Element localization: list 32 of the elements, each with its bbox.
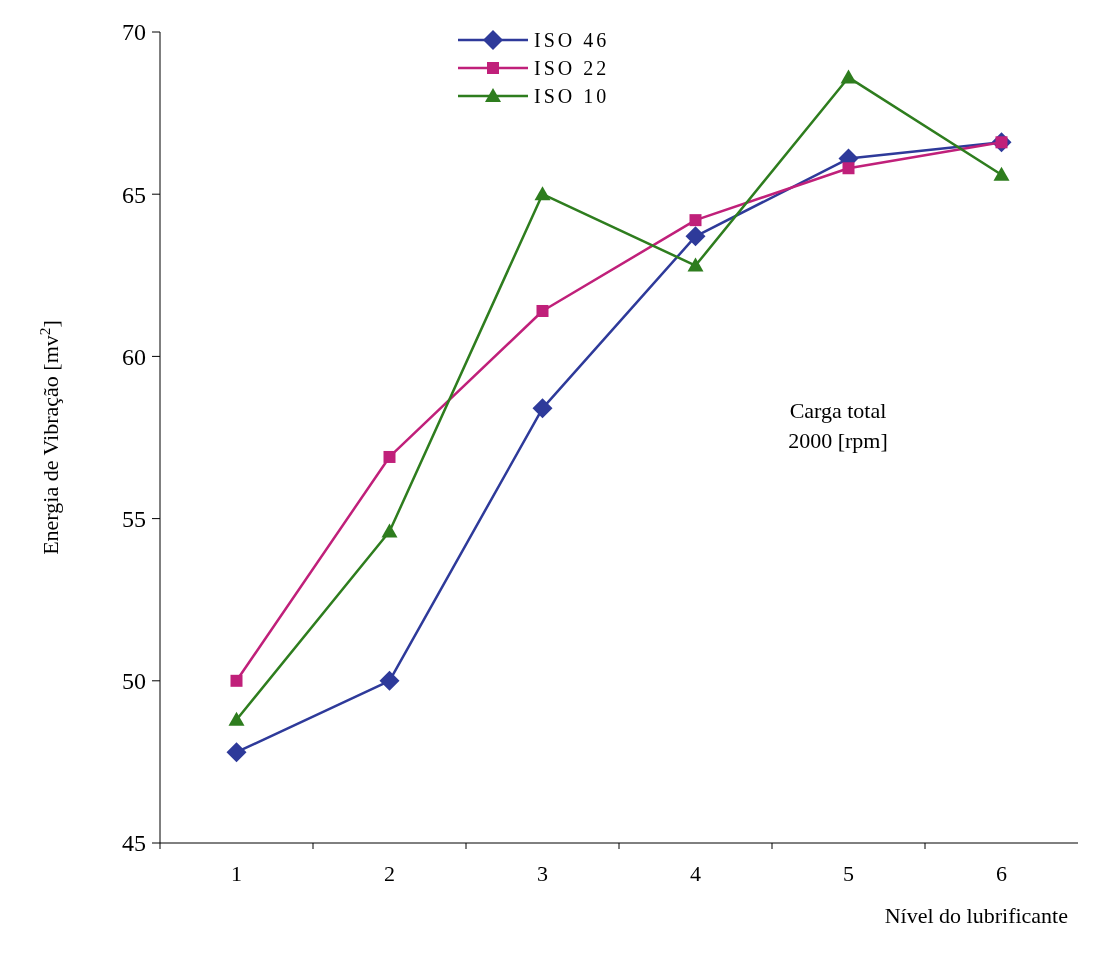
point bbox=[993, 166, 1010, 181]
y-tick-label: 45 bbox=[122, 830, 146, 857]
point bbox=[689, 214, 702, 227]
y-tick-label: 60 bbox=[122, 343, 146, 370]
legend-label: ISO 10 bbox=[534, 85, 610, 107]
x-tick-label: 4 bbox=[690, 861, 701, 886]
point bbox=[230, 674, 243, 687]
point bbox=[842, 162, 855, 175]
annotation: Carga total 2000 [rpm] bbox=[788, 398, 888, 453]
legend-label: ISO 46 bbox=[534, 29, 610, 51]
point bbox=[687, 257, 704, 272]
point bbox=[381, 523, 398, 538]
point bbox=[536, 304, 549, 317]
y-tick-label: 70 bbox=[122, 19, 146, 46]
x-tick-label: 1 bbox=[231, 861, 242, 886]
x-tick-label: 5 bbox=[843, 861, 854, 886]
y-tick-label: 50 bbox=[122, 668, 146, 695]
point bbox=[379, 670, 400, 691]
point bbox=[228, 711, 245, 726]
x-tick-label: 6 bbox=[996, 861, 1007, 886]
point bbox=[383, 450, 396, 463]
x-axis-title: Nível do lubrificante bbox=[884, 903, 1068, 928]
point bbox=[685, 226, 706, 247]
legend-label: ISO 22 bbox=[534, 57, 610, 79]
point bbox=[840, 69, 857, 84]
x-tick-label: 2 bbox=[384, 861, 395, 886]
point bbox=[226, 742, 247, 763]
x-tick-label: 3 bbox=[537, 861, 548, 886]
point bbox=[532, 398, 553, 419]
y-tick-label: 55 bbox=[122, 506, 146, 532]
point bbox=[534, 186, 551, 201]
y-tick-label: 65 bbox=[122, 181, 146, 208]
